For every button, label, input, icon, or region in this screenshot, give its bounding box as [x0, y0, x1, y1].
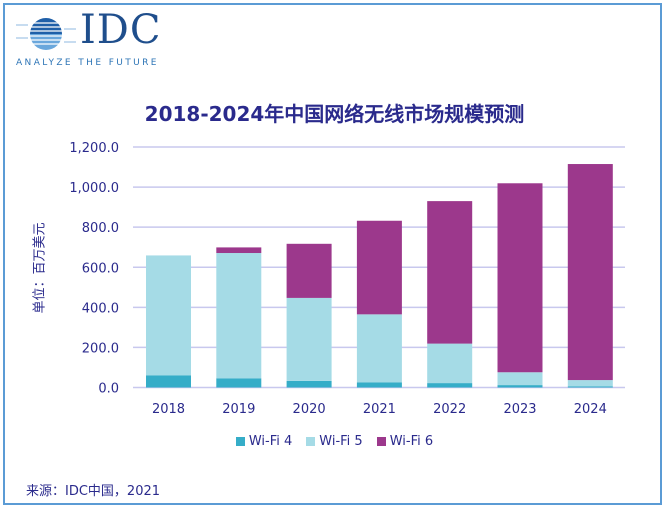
bar-wifi4 [286, 380, 332, 388]
legend-item: Wi-Fi 6 [376, 434, 434, 449]
bar-wifi5 [567, 380, 613, 387]
legend-label: Wi-Fi 4 [248, 434, 293, 449]
x-tick-label: 2024 [574, 402, 607, 417]
bar-wifi6 [216, 247, 262, 254]
bar-wifi6 [567, 164, 613, 381]
bar-wifi5 [427, 343, 473, 384]
bar-wifi4 [356, 382, 402, 388]
y-tick-label: 1,000.0 [69, 181, 119, 196]
legend-label: Wi-Fi 5 [319, 434, 363, 449]
y-tick-label: 1,200.0 [69, 141, 119, 156]
bar-wifi6 [286, 243, 332, 298]
bar-wifi4 [216, 378, 262, 388]
logo-text: IDC [80, 7, 162, 53]
y-tick-label: 600.0 [82, 261, 119, 276]
legend-swatch [306, 437, 316, 446]
bar-wifi4 [427, 383, 473, 388]
source-note: 来源：IDC中国，2021 [26, 484, 161, 499]
bar-wifi4 [567, 386, 613, 388]
y-tick-label: 400.0 [82, 301, 119, 316]
bar-wifi5 [497, 372, 543, 386]
legend-item: Wi-Fi 4 [235, 434, 293, 449]
x-tick-label: 2021 [363, 402, 396, 417]
logo-tagline: ANALYZE THE FUTURE [16, 58, 159, 68]
bar-wifi5 [286, 297, 332, 381]
bar-wifi6 [356, 220, 402, 315]
chart-frame [3, 3, 662, 505]
x-tick-label: 2019 [222, 402, 255, 417]
legend-label: Wi-Fi 6 [389, 434, 434, 449]
legend: Wi-Fi 4 Wi-Fi 5 Wi-Fi 6 [0, 434, 669, 449]
y-tick-label: 0.0 [98, 382, 119, 397]
chart-plot: 0.0 200.0 400.0 600.0 800.0 1,000.0 1,200.0 201… [69, 141, 625, 417]
legend-swatch [235, 437, 245, 446]
y-tick-label: 200.0 [82, 341, 119, 356]
x-tick-label: 2022 [433, 402, 466, 417]
bar-wifi4 [146, 375, 191, 388]
x-tick-label: 2020 [293, 402, 326, 417]
bar-wifi6 [427, 201, 473, 344]
x-tick-label: 2018 [152, 402, 185, 417]
chart-title: 2018-2024年中国网络无线市场规模预测 [144, 102, 525, 126]
bar-wifi5 [216, 253, 262, 379]
bar-wifi5 [356, 314, 402, 383]
x-tick-label: 2023 [503, 402, 536, 417]
y-tick-label: 800.0 [82, 221, 119, 236]
legend-item: Wi-Fi 5 [306, 434, 363, 449]
idc-logo-icon [16, 18, 76, 50]
bar-wifi4 [497, 385, 543, 388]
bar-wifi5 [146, 255, 191, 376]
legend-swatch [376, 437, 386, 446]
bar-wifi6 [497, 183, 543, 373]
